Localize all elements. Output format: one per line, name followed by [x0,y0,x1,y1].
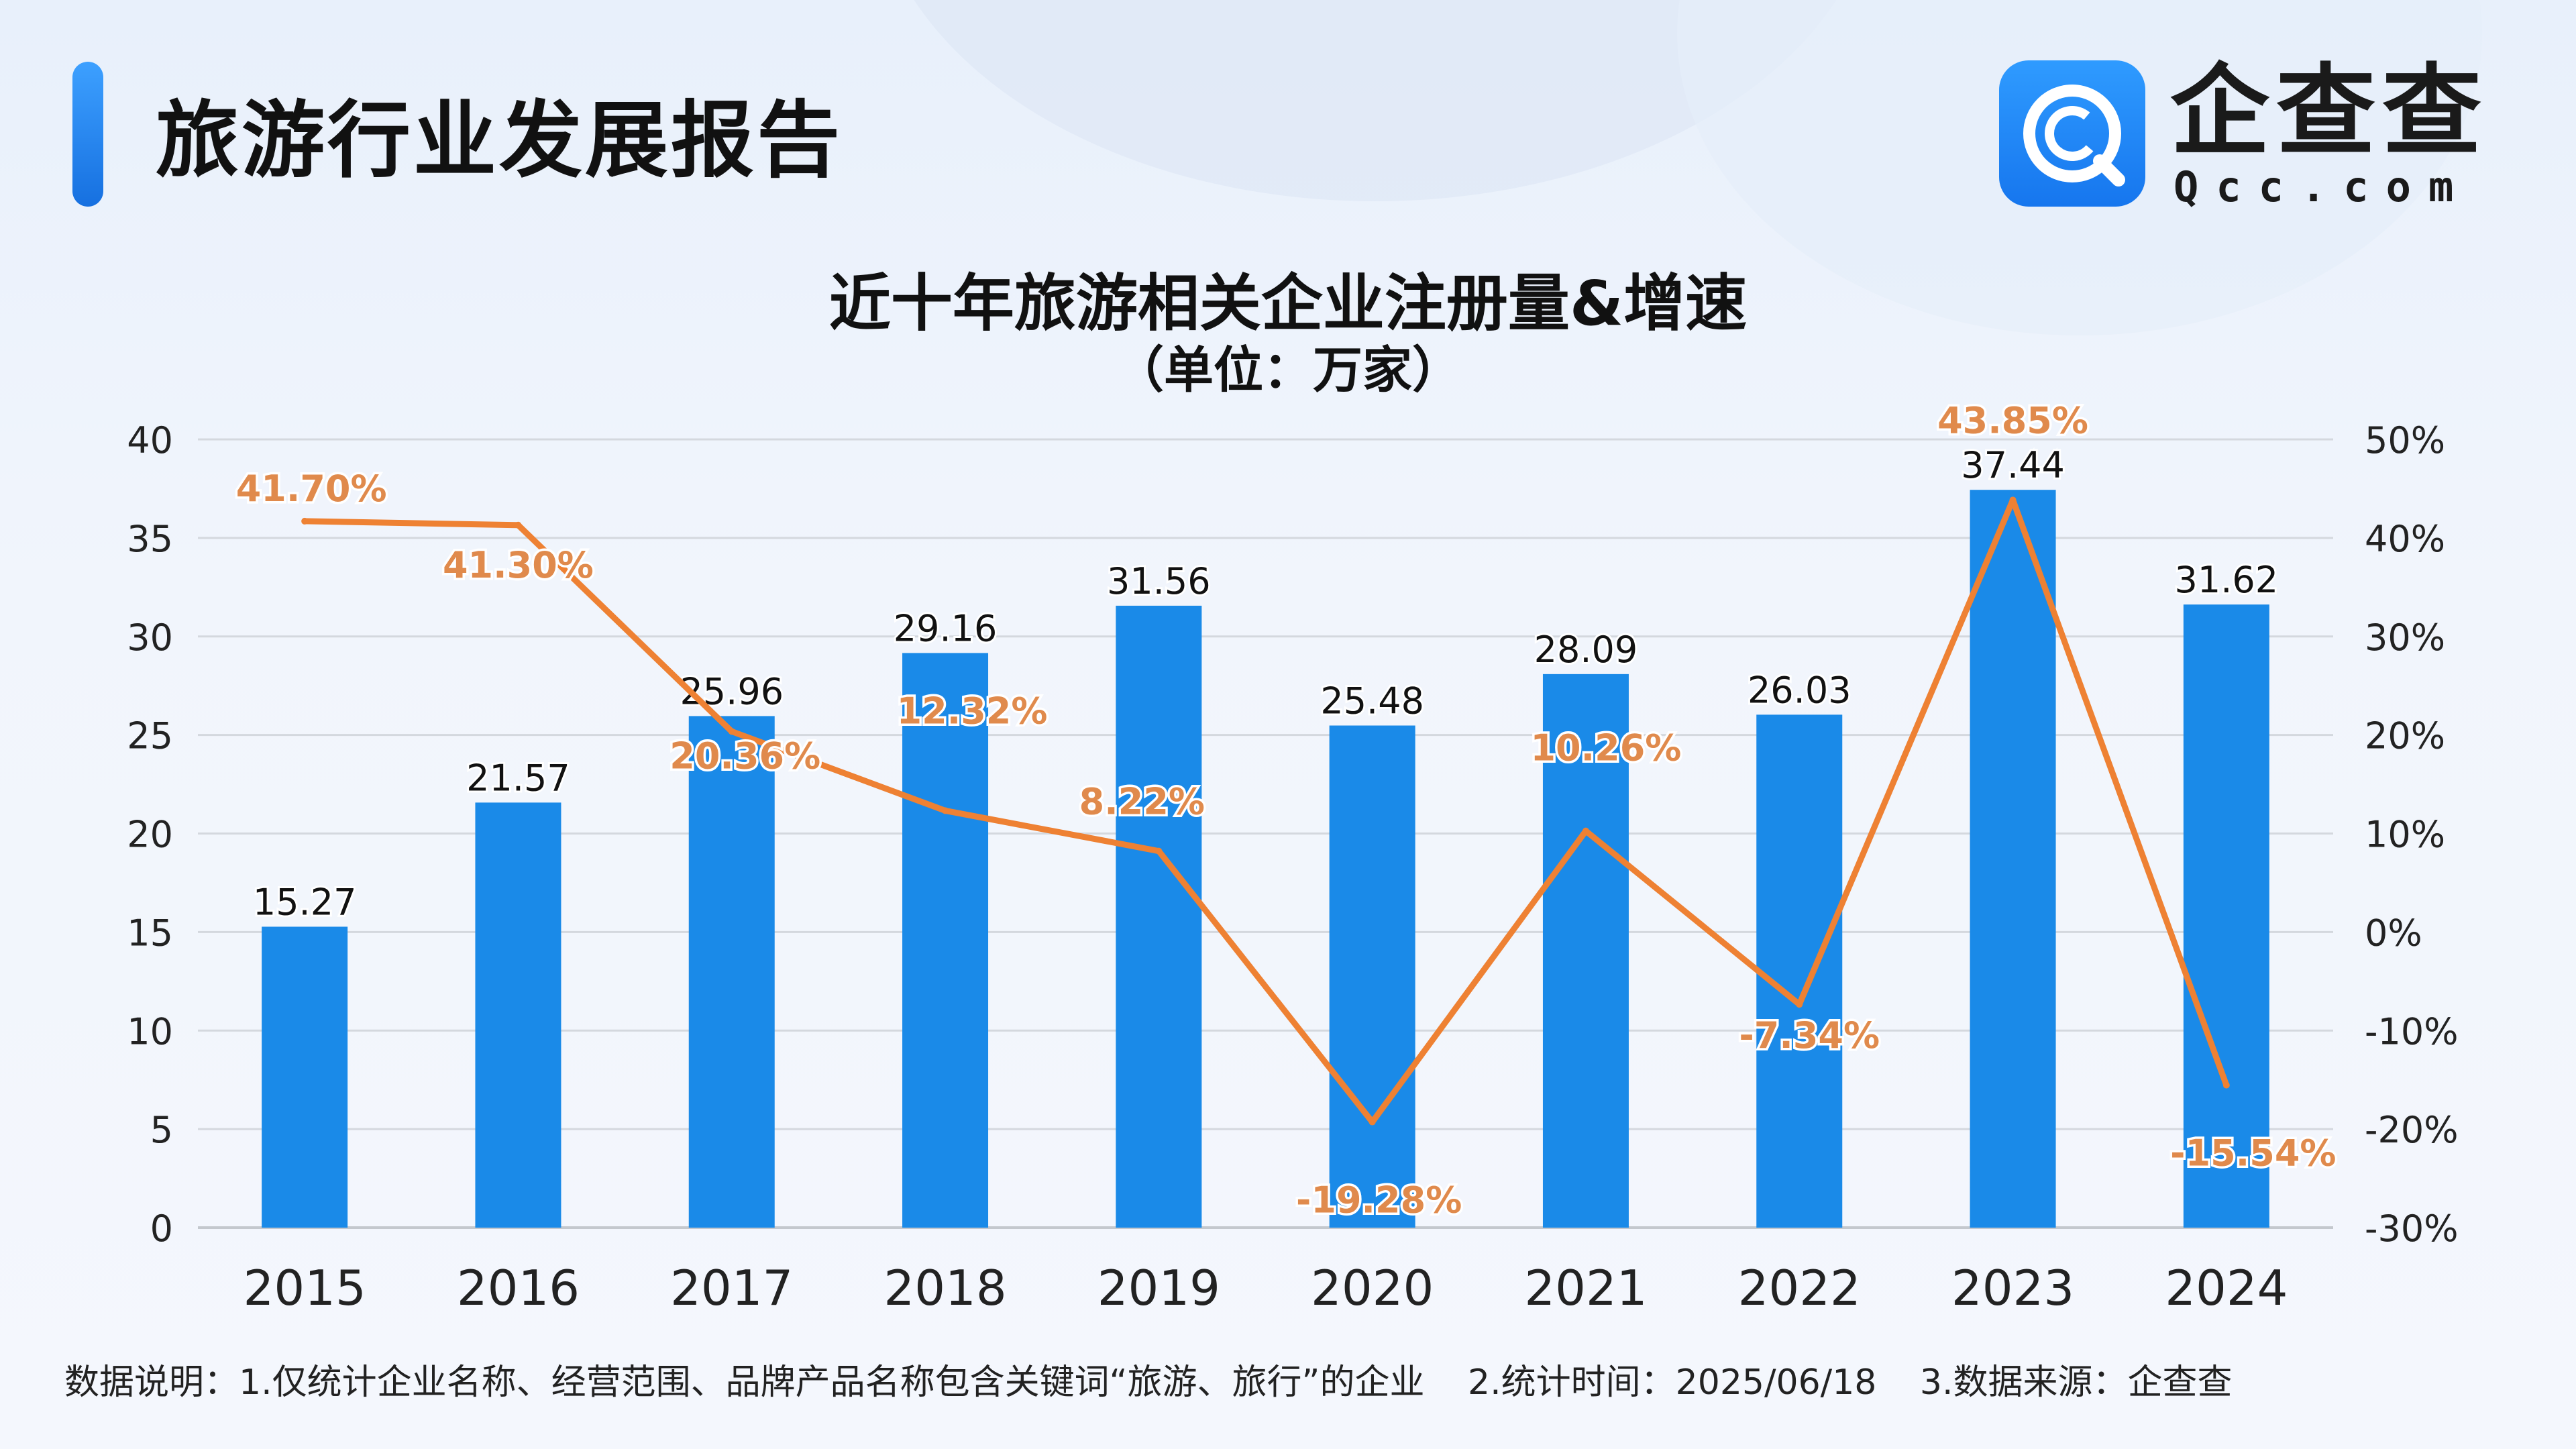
line-data-label: 12.32% [897,690,1048,732]
y-right-tick-label: -30% [2365,1208,2459,1250]
bar-data-label: 29.16 [894,607,998,649]
bar-data-label: 37.44 [1961,444,2065,486]
bar-data-label: 31.56 [1107,560,1211,602]
footnote-note-3: 3.数据来源：企查查 [1919,1362,2233,1403]
x-tick-label: 2015 [244,1260,366,1316]
line-point [515,521,522,529]
line-point [728,728,735,735]
line-point [1368,1118,1376,1126]
bar [902,653,989,1228]
x-tick-label: 2020 [1311,1260,1434,1316]
y-left-tick-label: 15 [127,912,173,954]
line-point [2222,1081,2230,1089]
bar [262,926,348,1228]
y-left-tick-label: 20 [127,814,173,856]
x-tick-label: 2019 [1097,1260,1220,1316]
bar [475,802,561,1228]
y-right-tick-label: -10% [2365,1010,2459,1053]
bar-data-label: 25.96 [680,670,784,712]
line-point [1582,827,1589,835]
line-point [942,807,949,814]
logo-brand-text: 企查查 [2170,54,2488,169]
y-right-tick-label: 50% [2365,419,2445,462]
logo-domain-text: Qcc.com [2174,162,2471,211]
y-left-tick-label: 0 [150,1208,173,1250]
y-left-tick-label: 5 [150,1109,173,1151]
y-left-tick-label: 40 [127,419,173,462]
x-tick-label: 2018 [883,1260,1006,1316]
footnote: 数据说明：1.仅统计企业名称、经营范围、品牌产品名称包含关键词“旅游、旅行”的企… [64,1354,2233,1404]
line-data-label: -15.54% [2170,1132,2336,1175]
bar-data-label: 26.03 [1748,669,1851,711]
y-left-tick-label: 35 [127,518,173,560]
line-data-label: 41.70% [236,468,387,510]
footnote-note-2: 2.统计时间：2025/06/18 [1468,1362,1877,1403]
line-point [301,517,309,525]
bar-data-label: 28.09 [1534,629,1638,671]
y-right-tick-label: 30% [2365,616,2445,659]
bar [1756,714,1843,1228]
line-data-label: -19.28% [1296,1179,1462,1222]
y-left-tick-label: 10 [127,1010,173,1053]
x-tick-label: 2016 [457,1260,580,1316]
line-data-label: 20.36% [669,735,820,777]
chart-title: 近十年旅游相关企业注册量&增速 [828,268,1748,339]
bar [1970,490,2056,1228]
x-tick-label: 2024 [2165,1260,2288,1316]
y-right-tick-label: 10% [2365,814,2445,856]
bar [1116,605,1202,1228]
bar-data-label: 31.62 [2175,559,2279,601]
line-data-label: 10.26% [1530,727,1681,769]
qcc-logo-icon [1999,60,2145,207]
report-title: 旅游行业发展报告 [156,93,843,189]
x-tick-label: 2022 [1738,1260,1861,1316]
y-right-tick-label: -20% [2365,1109,2459,1151]
bar-data-label: 25.48 [1320,680,1424,722]
line-point [1796,1001,1803,1008]
line-data-label: 8.22% [1079,781,1205,823]
bar [688,716,775,1228]
x-tick-label: 2021 [1524,1260,1647,1316]
y-right-tick-label: 20% [2365,715,2445,757]
line-point [2009,496,2017,504]
bar [1542,674,1629,1228]
x-tick-label: 2017 [670,1260,793,1316]
y-right-tick-label: 40% [2365,518,2445,560]
line-point [1155,847,1163,855]
line-data-label: -7.34% [1739,1014,1880,1057]
title-accent-bar [72,62,103,207]
line-data-label: 43.85% [1937,399,2088,441]
y-right-tick-label: 0% [2365,912,2422,954]
chart-subtitle: （单位：万家） [1114,341,1462,399]
bar [1329,725,1415,1228]
bar [2183,604,2269,1228]
growth-rate-line [301,496,2230,1126]
line-data-label: 41.30% [443,544,594,586]
y-left-tick-label: 25 [127,715,173,757]
bar-data-label: 15.27 [253,881,357,923]
bar-data-label: 21.57 [466,757,570,799]
footnote-note-1: 数据说明：1.仅统计企业名称、经营范围、品牌产品名称包含关键词“旅游、旅行”的企… [64,1362,1425,1403]
x-tick-label: 2023 [1951,1260,2074,1316]
y-left-tick-label: 30 [127,616,173,659]
